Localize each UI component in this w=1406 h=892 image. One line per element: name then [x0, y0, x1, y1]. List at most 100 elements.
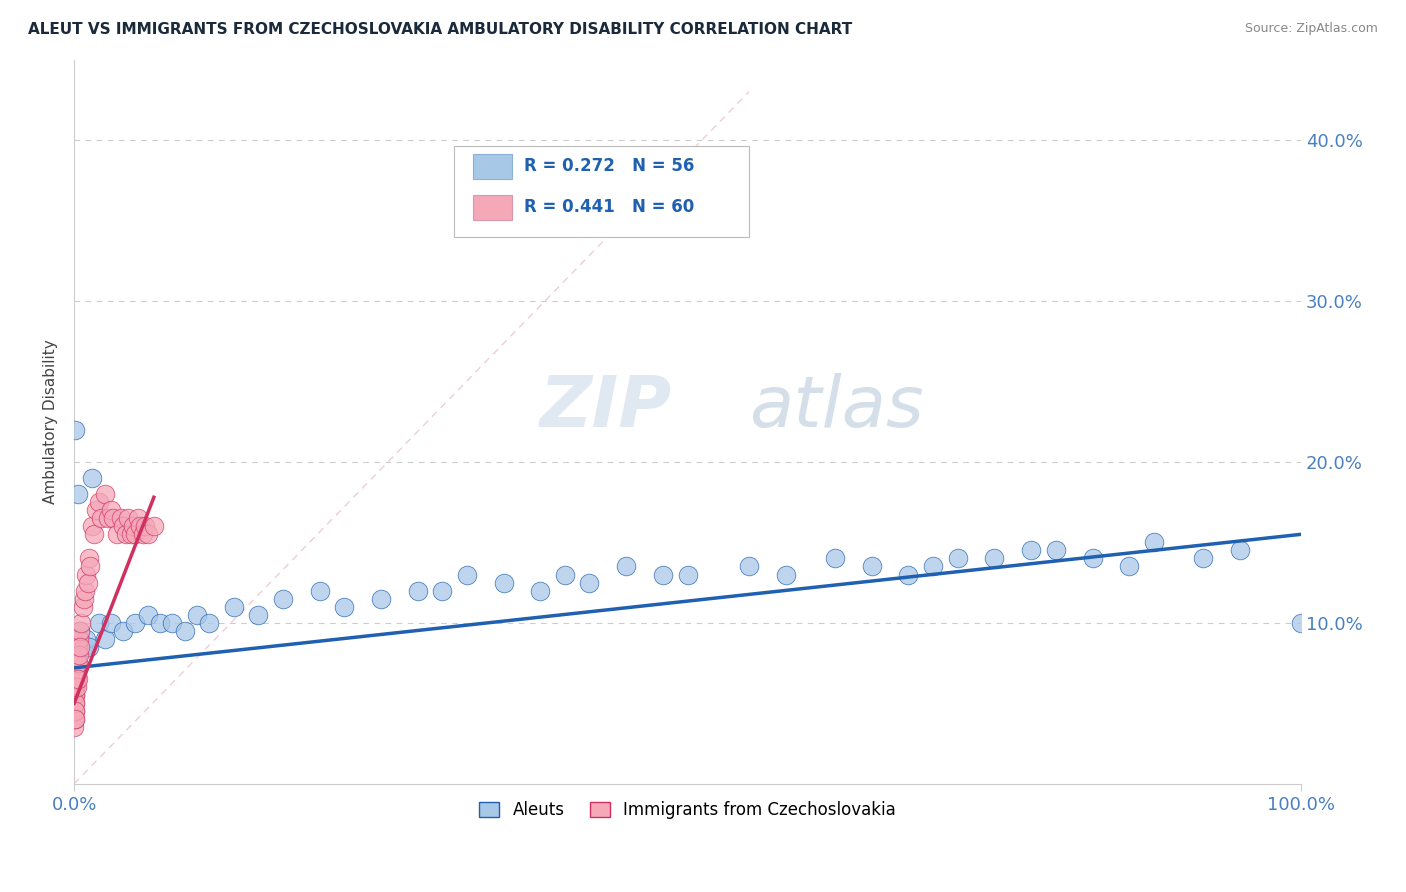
Point [65, 672, 87, 686]
Point [94, 487, 117, 501]
Point [614, 559, 637, 574]
Point [103, 511, 125, 525]
Point [114, 527, 136, 541]
Point [132, 527, 155, 541]
Point [67, 648, 90, 662]
Point [65, 704, 87, 718]
Point [860, 559, 883, 574]
Point [110, 511, 132, 525]
Point [578, 575, 600, 590]
Point [63, 712, 86, 726]
Point [333, 599, 356, 614]
Point [66, 648, 89, 662]
Point [84, 503, 107, 517]
Point [63, 680, 86, 694]
Point [69, 632, 91, 646]
Point [1118, 559, 1140, 574]
Point [775, 567, 797, 582]
Point [124, 527, 146, 541]
Point [1045, 543, 1067, 558]
Point [65, 688, 87, 702]
Point [120, 527, 142, 541]
Point [82, 519, 104, 533]
Point [492, 575, 515, 590]
Point [69, 640, 91, 654]
Point [66, 672, 89, 686]
Point [65, 656, 87, 670]
Point [308, 583, 330, 598]
Point [72, 640, 94, 654]
Point [83, 527, 105, 541]
Point [87, 495, 110, 509]
Point [100, 615, 122, 630]
Point [134, 519, 156, 533]
Point [136, 527, 159, 541]
Point [112, 519, 135, 533]
Legend: Aleuts, Immigrants from Czechoslovakia: Aleuts, Immigrants from Czechoslovakia [472, 795, 903, 826]
Point [65, 656, 87, 670]
Point [173, 624, 195, 638]
Point [529, 583, 551, 598]
Y-axis label: Ambulatory Disability: Ambulatory Disability [44, 339, 58, 504]
Point [1289, 615, 1312, 630]
Point [63, 720, 86, 734]
Point [90, 511, 112, 525]
Point [129, 519, 152, 533]
Point [66, 487, 89, 501]
Point [738, 559, 761, 574]
FancyBboxPatch shape [472, 195, 512, 220]
Point [162, 615, 184, 630]
Point [922, 559, 945, 574]
Point [75, 583, 97, 598]
Point [82, 471, 104, 485]
Point [142, 519, 165, 533]
Point [676, 567, 699, 582]
Point [897, 567, 920, 582]
Point [94, 632, 117, 646]
Point [63, 672, 86, 686]
Point [70, 615, 93, 630]
Text: ZIP: ZIP [540, 373, 672, 442]
Point [127, 511, 149, 525]
Point [65, 664, 87, 678]
Point [100, 503, 122, 517]
Point [65, 632, 87, 646]
Point [406, 583, 429, 598]
Point [75, 567, 97, 582]
Point [63, 704, 86, 718]
Point [652, 567, 675, 582]
Point [222, 599, 245, 614]
Point [824, 551, 846, 566]
Point [75, 632, 97, 646]
Point [63, 712, 86, 726]
Point [65, 640, 87, 654]
Point [73, 591, 96, 606]
Point [198, 615, 221, 630]
Point [271, 591, 294, 606]
Point [66, 640, 89, 654]
Point [247, 607, 270, 622]
Point [65, 696, 87, 710]
Text: R = 0.272   N = 56: R = 0.272 N = 56 [524, 157, 695, 175]
Text: atlas: atlas [749, 373, 924, 442]
Point [122, 519, 145, 533]
Point [1019, 543, 1042, 558]
Point [124, 615, 146, 630]
FancyBboxPatch shape [454, 146, 749, 237]
Point [65, 672, 87, 686]
Text: ALEUT VS IMMIGRANTS FROM CZECHOSLOVAKIA AMBULATORY DISABILITY CORRELATION CHART: ALEUT VS IMMIGRANTS FROM CZECHOSLOVAKIA … [28, 22, 852, 37]
Point [983, 551, 1005, 566]
Point [432, 583, 454, 598]
Point [112, 624, 135, 638]
Point [65, 664, 87, 678]
Point [72, 599, 94, 614]
Point [97, 511, 120, 525]
Point [77, 640, 100, 654]
Point [1143, 535, 1166, 549]
Point [63, 680, 86, 694]
Point [65, 680, 87, 694]
Point [63, 688, 86, 702]
Point [554, 567, 576, 582]
Point [67, 632, 90, 646]
Point [63, 696, 86, 710]
